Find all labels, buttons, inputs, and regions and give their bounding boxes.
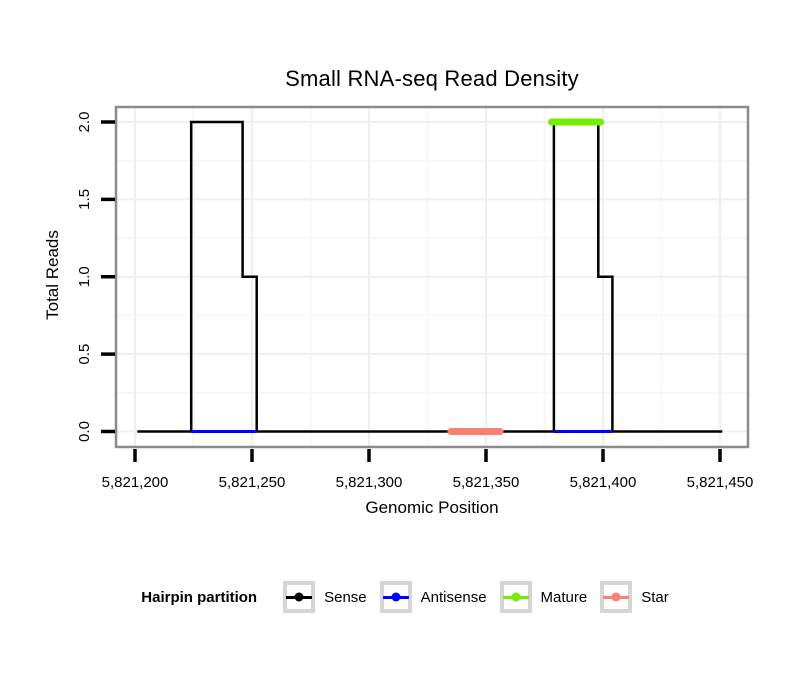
legend-item-sense: Sense bbox=[283, 581, 367, 613]
y-axis-tick bbox=[101, 352, 115, 356]
x-axis-label: Genomic Position bbox=[365, 498, 499, 517]
legend-title: Hairpin partition bbox=[141, 588, 258, 606]
legend-item-label: Sense bbox=[324, 588, 367, 606]
legend-item-mature: Mature bbox=[499, 581, 588, 613]
legend-key-icon bbox=[499, 581, 532, 613]
x-axis-tick bbox=[367, 449, 371, 462]
y-tick-label: 0.0 bbox=[76, 421, 93, 442]
legend-item-label: Star bbox=[641, 588, 669, 606]
x-axis-tick bbox=[133, 449, 137, 462]
x-tick-label: 5,821,250 bbox=[219, 474, 286, 491]
plot-area: 5,821,200 5,821,250 5,821,300 5,821,350 5,82… bbox=[76, 105, 754, 491]
x-axis-tick bbox=[250, 449, 254, 462]
x-axis-tick bbox=[484, 449, 488, 462]
y-axis-tick bbox=[101, 120, 115, 124]
legend-item-label: Antisense bbox=[420, 588, 487, 606]
y-axis-tick bbox=[101, 197, 115, 202]
legend-key-icon bbox=[379, 581, 412, 613]
y-tick-label: 0.5 bbox=[76, 344, 93, 365]
x-tick-label: 5,821,200 bbox=[102, 474, 169, 491]
x-axis-tick bbox=[601, 449, 605, 462]
legend-key-icon bbox=[283, 581, 316, 613]
legend: Hairpin partition Sense Antisense Mature St… bbox=[0, 580, 810, 614]
y-tick-label: 1.0 bbox=[76, 266, 93, 287]
x-tick-label: 5,821,350 bbox=[453, 474, 520, 491]
y-axis-tick bbox=[101, 429, 115, 434]
chart-title: Small RNA-seq Read Density bbox=[285, 66, 579, 91]
legend-key-dot bbox=[511, 592, 521, 602]
legend-key-dot bbox=[391, 592, 401, 602]
legend-item-label: Mature bbox=[540, 588, 588, 606]
legend-key-dot bbox=[294, 592, 304, 602]
legend-item-star: Star bbox=[600, 581, 669, 613]
x-axis-tick bbox=[718, 449, 722, 462]
x-tick-label: 5,821,450 bbox=[687, 474, 754, 491]
x-tick-label: 5,821,400 bbox=[570, 474, 637, 491]
y-axis-label: Total Reads bbox=[43, 230, 62, 320]
y-tick-label: 2.0 bbox=[76, 112, 93, 133]
legend-entries: Sense Antisense Mature Star bbox=[283, 581, 669, 613]
legend-key-icon bbox=[600, 581, 633, 613]
x-tick-label: 5,821,300 bbox=[336, 474, 403, 491]
legend-item-antisense: Antisense bbox=[379, 581, 487, 613]
y-axis-tick bbox=[101, 275, 115, 279]
sense-line bbox=[137, 120, 723, 433]
legend-key-dot bbox=[611, 592, 621, 602]
y-tick-label: 1.5 bbox=[76, 189, 93, 210]
panel-border bbox=[114, 105, 750, 449]
